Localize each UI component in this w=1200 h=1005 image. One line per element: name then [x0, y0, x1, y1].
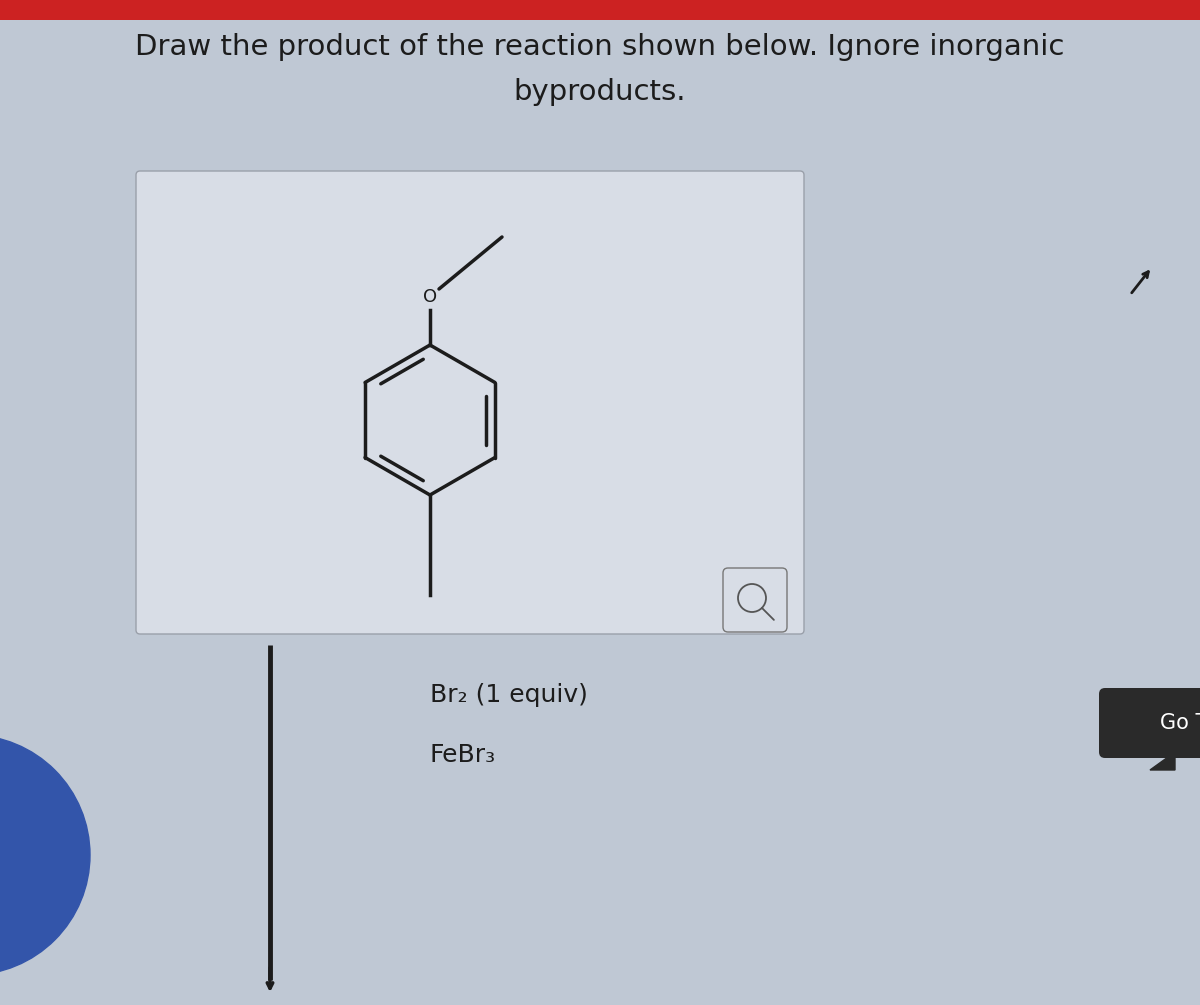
FancyBboxPatch shape: [1099, 688, 1200, 758]
Polygon shape: [1150, 752, 1175, 770]
Text: O: O: [422, 288, 437, 306]
Circle shape: [0, 735, 90, 975]
FancyBboxPatch shape: [136, 171, 804, 634]
Text: byproducts.: byproducts.: [514, 78, 686, 106]
Text: Br₂ (1 equiv): Br₂ (1 equiv): [430, 683, 588, 707]
Text: Draw the product of the reaction shown below. Ignore inorganic: Draw the product of the reaction shown b…: [136, 33, 1064, 61]
FancyBboxPatch shape: [0, 0, 1200, 20]
Text: FeBr₃: FeBr₃: [430, 743, 496, 767]
Text: Go To Proble: Go To Proble: [1160, 713, 1200, 733]
